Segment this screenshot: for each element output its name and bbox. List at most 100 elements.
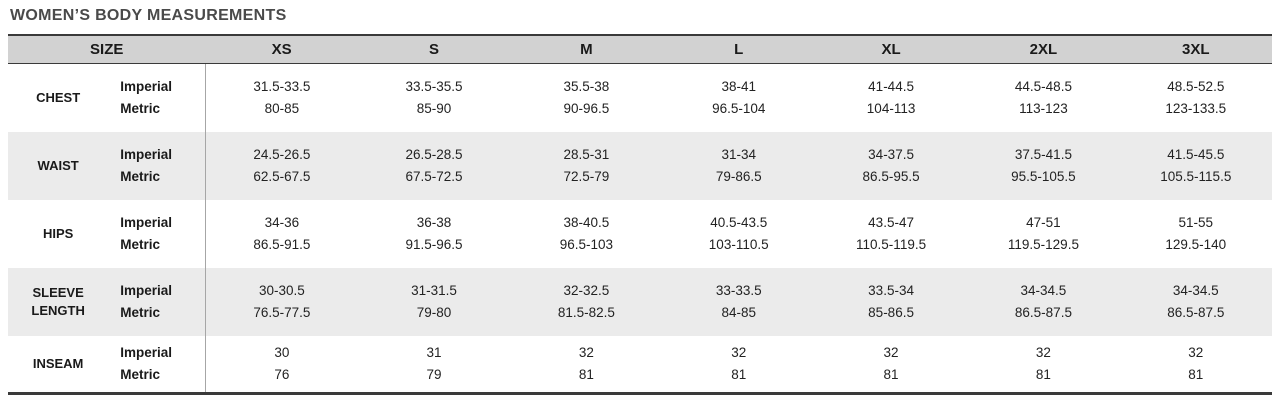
value-cell: 44.5-48.5 113-123 [967,64,1119,132]
imperial-value: 40.5-43.5 [710,214,768,230]
value-cell: 33-33.5 84-85 [663,268,815,336]
value-cell: 34-34.5 86.5-87.5 [967,268,1119,336]
imperial-value: 38-40.5 [563,214,610,230]
metric-value: 81 [1035,366,1051,382]
imperial-value: 34-34.5 [1020,282,1067,298]
metric-value: 95.5-105.5 [1011,168,1076,184]
value-cell: 31-31.5 79-80 [358,268,510,336]
imperial-value: 38-41 [721,78,756,94]
value-cell: 43.5-47 110.5-119.5 [815,200,967,268]
table-row-hips: HIPS Imperial Metric 34-36 86.5-91.5 36-… [8,199,1272,268]
value-cell: 38-40.5 96.5-103 [510,200,662,268]
column-header-2xl: 2XL [967,35,1120,64]
value-cell: 34-37.5 86.5-95.5 [815,132,967,200]
metric-value: 84-85 [721,304,756,320]
metric-value: 81.5-82.5 [557,304,615,320]
imperial-value: 31-31.5 [411,282,457,298]
unit-label-imperial: Imperial [120,146,173,162]
imperial-value: 33.5-35.5 [405,78,463,94]
imperial-value: 34-36 [264,214,300,230]
metric-value: 86.5-95.5 [862,168,920,184]
unit-label-metric: Metric [120,168,160,184]
metric-value: 96.5-103 [559,236,613,252]
unit-label-metric: Metric [120,304,160,320]
value-cell: 24.5-26.5 62.5-67.5 [205,132,357,200]
unit-label-imperial: Imperial [120,214,173,230]
metric-value: 105.5-115.5 [1160,168,1232,184]
metric-value: 81 [1188,366,1204,382]
imperial-value: 35.5-38 [563,78,610,94]
metric-value: 62.5-67.5 [253,168,311,184]
value-cell: 40.5-43.5 103-110.5 [663,200,815,268]
row-label-sleeve-length: SLEEVE LENGTH [31,284,85,318]
metric-value: 91.5-96.5 [405,236,463,252]
metric-value: 79-80 [416,304,452,320]
value-cell: 26.5-28.5 67.5-72.5 [358,132,510,200]
page-title: WOMEN’S BODY MEASUREMENTS [10,7,287,24]
value-cell: 35.5-38 90-96.5 [510,64,662,132]
imperial-value: 32 [1035,344,1051,360]
unit-label-imperial: Imperial [120,78,173,94]
imperial-value: 31 [426,344,442,360]
metric-value: 86.5-91.5 [253,236,311,252]
row-label-chest: CHEST [36,89,81,105]
value-cell: 33.5-34 85-86.5 [815,268,967,336]
metric-value: 86.5-87.5 [1167,304,1225,320]
imperial-value: 33-33.5 [715,282,762,298]
table-row-chest: CHEST Imperial Metric 31.5-33.5 80-85 33… [8,63,1272,132]
imperial-value: 32 [883,344,899,360]
metric-value: 67.5-72.5 [405,168,463,184]
value-cell: 41.5-45.5 105.5-115.5 [1120,132,1272,200]
imperial-value: 34-34.5 [1172,282,1219,298]
unit-cell: Imperial Metric [108,267,206,336]
imperial-value: 31-34 [721,146,756,162]
imperial-value: 32 [578,344,594,360]
imperial-value: 47-51 [1026,214,1061,230]
imperial-value: 41.5-45.5 [1167,146,1225,162]
row-label-hips: HIPS [42,225,74,241]
value-cell: 51-55 129.5-140 [1120,200,1272,268]
value-cell: 34-34.5 86.5-87.5 [1120,268,1272,336]
metric-value: 86.5-87.5 [1014,304,1072,320]
column-header-s: S [357,35,511,64]
imperial-value: 43.5-47 [868,214,914,230]
value-cell: 28.5-31 72.5-79 [510,132,662,200]
value-cell: 31-34 79-86.5 [663,132,815,200]
column-header-xs: XS [205,35,358,64]
metric-value: 103-110.5 [708,236,769,252]
imperial-value: 32 [731,344,747,360]
metric-value: 129.5-140 [1165,236,1227,252]
metric-value: 80-85 [264,100,300,116]
metric-value: 104-113 [866,100,916,116]
value-cell: 41-44.5 104-113 [815,64,967,132]
value-cell: 38-41 96.5-104 [663,64,815,132]
imperial-value: 37.5-41.5 [1014,146,1072,162]
metric-value: 72.5-79 [563,168,610,184]
metric-value: 110.5-119.5 [856,236,927,252]
value-cell: 36-38 91.5-96.5 [358,200,510,268]
value-cell: 34-36 86.5-91.5 [205,200,357,268]
value-cell: 32 81 [815,336,967,394]
metric-value: 76.5-77.5 [253,304,311,320]
row-label-waist: WAIST [37,157,79,173]
row-label-inseam: INSEAM [32,355,84,371]
metric-value: 79-86.5 [715,168,762,184]
value-cell: 30 76 [205,336,357,394]
value-cell: 32-32.5 81.5-82.5 [510,268,662,336]
value-cell: 33.5-35.5 85-90 [358,64,510,132]
value-cell: 32 81 [663,336,815,394]
column-header-xl: XL [814,35,968,64]
imperial-value: 32-32.5 [563,282,610,298]
metric-value: 81 [883,366,899,382]
metric-value: 79 [426,366,442,382]
imperial-value: 30-30.5 [258,282,305,298]
measurements-table: SIZE XS S M L XL 2XL 3XL CHEST Imperial … [8,34,1272,395]
unit-cell: Imperial Metric [108,131,206,200]
value-cell: 48.5-52.5 123-133.5 [1120,64,1272,132]
metric-value: 123-133.5 [1165,100,1227,116]
metric-value: 81 [578,366,594,382]
table-row-inseam: INSEAM Imperial Metric 30 76 31 79 32 81 [8,335,1272,394]
metric-value: 119.5-129.5 [1007,236,1079,252]
header-row: SIZE XS S M L XL 2XL 3XL [8,35,1272,64]
